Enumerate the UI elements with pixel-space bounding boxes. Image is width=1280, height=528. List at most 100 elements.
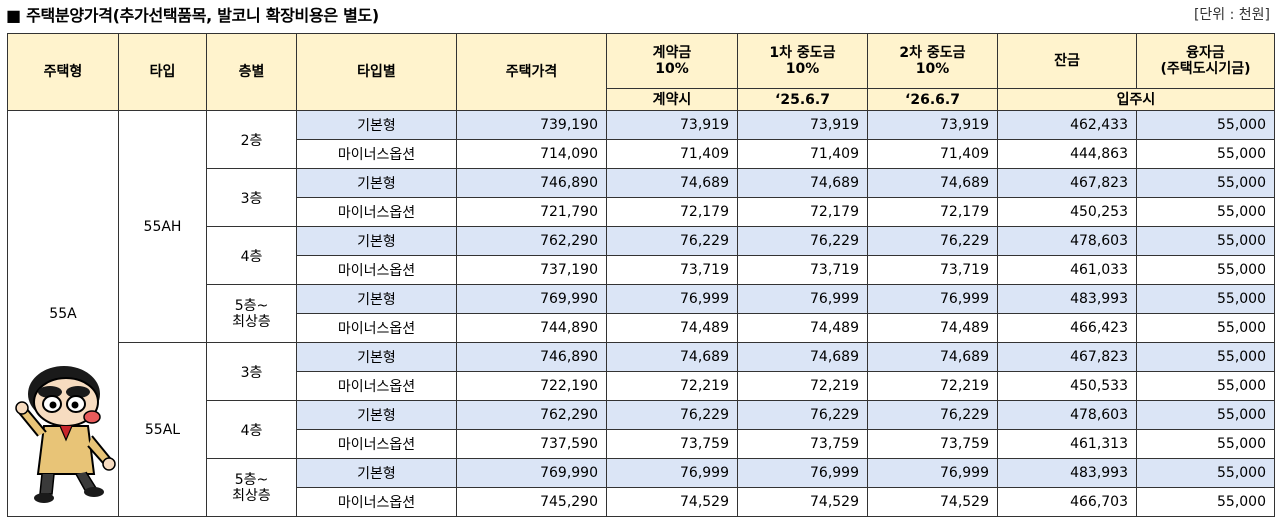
mid2-cell: 72,179: [867, 197, 998, 227]
balance-cell: 461,313: [997, 429, 1137, 459]
mid1-cell: 74,489: [737, 313, 868, 343]
contract-cell: 72,219: [606, 371, 738, 401]
mid1-cell: 74,689: [737, 342, 868, 372]
price-cell: 744,890: [456, 313, 607, 343]
mid1-cell: 76,999: [737, 284, 868, 314]
mid1-cell: 73,919: [737, 110, 868, 140]
table-row: 4층 기본형 762,290 76,229 76,229 76,229 478,603 55,…: [8, 226, 1275, 285]
floor-label-b: 최상층: [232, 487, 271, 504]
unit-label: [단위 : 천원]: [1193, 7, 1270, 23]
balance-cell: 444,863: [997, 139, 1137, 169]
mid2-cell: 72,219: [867, 371, 998, 401]
mid2-cell: 73,919: [867, 110, 998, 140]
mid1-cell: 76,999: [737, 458, 868, 488]
floor-cell: 4층: [206, 400, 297, 459]
mid1-cell: 71,409: [737, 139, 868, 169]
contract-cell: 76,999: [606, 458, 738, 488]
page-title: ■ 주택분양가격(추가선택품목, 발코니 확장비용은 별도): [6, 6, 379, 25]
type-option-cell: 기본형: [296, 458, 457, 488]
loan-cell: 55,000: [1136, 197, 1275, 227]
type-option-cell: 기본형: [296, 168, 457, 198]
table-row: 마이너스옵션 744,890 74,489 74,489 74,489 466,423 55…: [8, 313, 1275, 343]
contract-cell: 74,529: [606, 487, 738, 517]
type-option-cell: 마이너스옵션: [296, 313, 457, 343]
header-mid1: 1차 중도금 10%: [737, 33, 868, 89]
contract-cell: 76,229: [606, 226, 738, 256]
mid2-cell: 74,489: [867, 313, 998, 343]
header-floor: 층별: [206, 33, 297, 111]
mid1-cell: 76,229: [737, 400, 868, 430]
floor-cell: 4층: [206, 226, 297, 285]
loan-cell: 55,000: [1136, 139, 1275, 169]
table-row: 55AL 3층 기본형 746,890 74,689 74,689 74,689 467,82…: [8, 342, 1275, 517]
loan-cell: 55,000: [1136, 284, 1275, 314]
mid1-cell: 72,179: [737, 197, 868, 227]
mid1-cell: 76,229: [737, 226, 868, 256]
header-when-contract: 계약시: [606, 88, 738, 111]
contract-cell: 76,229: [606, 400, 738, 430]
price-cell: 739,190: [456, 110, 607, 140]
contract-cell: 73,759: [606, 429, 738, 459]
contract-cell: 73,719: [606, 255, 738, 285]
price-cell: 762,290: [456, 400, 607, 430]
contract-cell: 72,179: [606, 197, 738, 227]
balance-cell: 483,993: [997, 458, 1137, 488]
type-option-cell: 마이너스옵션: [296, 487, 457, 517]
loan-cell: 55,000: [1136, 110, 1275, 140]
balance-cell: 466,423: [997, 313, 1137, 343]
house-type-cell: 55A: [7, 110, 119, 517]
header-when-mid2: ‘26.6.7: [867, 88, 998, 111]
table-row: 5층~ 최상층 기본형 769,990 76,999 76,999 76,999 483,99…: [8, 284, 1275, 343]
table-row: 마이너스옵션 722,190 72,219 72,219 72,219 450,533 55…: [8, 371, 1275, 401]
floor-label-b: 최상층: [232, 313, 271, 330]
house-type-label: 55A: [49, 305, 77, 322]
header-loan-sub: (주택도시기금): [1160, 61, 1251, 77]
mid1-cell: 73,719: [737, 255, 868, 285]
table-row: 마이너스옵션 714,090 71,409 71,409 71,409 444,863 55…: [8, 139, 1275, 169]
floor-label-a: 5층~: [234, 471, 269, 488]
loan-cell: 55,000: [1136, 313, 1275, 343]
table-row: 마이너스옵션 721,790 72,179 72,179 72,179 450,253 55…: [8, 197, 1275, 227]
price-cell: 737,190: [456, 255, 607, 285]
mid2-cell: 74,689: [867, 342, 998, 372]
type-option-cell: 마이너스옵션: [296, 139, 457, 169]
table-row: 55A: [7, 110, 1275, 517]
contract-cell: 76,999: [606, 284, 738, 314]
table-row: 마이너스옵션 737,590 73,759 73,759 73,759 461,313 55…: [8, 429, 1275, 459]
mid2-cell: 74,529: [867, 487, 998, 517]
loan-cell: 55,000: [1136, 226, 1275, 256]
header-contract-label: 계약금: [652, 45, 692, 61]
type-option-cell: 기본형: [296, 342, 457, 372]
contract-cell: 74,689: [606, 342, 738, 372]
balance-cell: 462,433: [997, 110, 1137, 140]
loan-cell: 55,000: [1136, 168, 1275, 198]
loan-cell: 55,000: [1136, 487, 1275, 517]
header-type: 타입: [118, 33, 207, 111]
table-row: 마이너스옵션 737,190 73,719 73,719 73,719 461,033 55…: [8, 255, 1275, 285]
loan-cell: 55,000: [1136, 458, 1275, 488]
balance-cell: 467,823: [997, 342, 1137, 372]
type-cell: 55AH: [118, 110, 207, 343]
mid2-cell: 76,229: [867, 400, 998, 430]
header-mid1-label: 1차 중도금: [769, 45, 836, 61]
header-price: 주택가격: [456, 33, 607, 111]
table-row: 마이너스옵션 745,290 74,529 74,529 74,529 466,703 55…: [8, 487, 1275, 517]
floor-cell: 3층: [206, 342, 297, 401]
price-cell: 722,190: [456, 371, 607, 401]
contract-cell: 73,919: [606, 110, 738, 140]
type-option-cell: 마이너스옵션: [296, 429, 457, 459]
header-contract: 계약금 10%: [606, 33, 738, 89]
mid2-cell: 71,409: [867, 139, 998, 169]
floor-cell: 3층: [206, 168, 297, 227]
balance-cell: 478,603: [997, 400, 1137, 430]
type-option-cell: 마이너스옵션: [296, 371, 457, 401]
mid2-cell: 76,999: [867, 458, 998, 488]
price-cell: 721,790: [456, 197, 607, 227]
type-option-cell: 마이너스옵션: [296, 255, 457, 285]
header-loan: 융자금 (주택도시기금): [1136, 33, 1275, 89]
price-cell: 762,290: [456, 226, 607, 256]
mid1-cell: 73,759: [737, 429, 868, 459]
header-when-movein: 입주시: [997, 88, 1275, 111]
table-row: 4층 기본형 762,290 76,229 76,229 76,229 478,603 55,…: [8, 400, 1275, 459]
header-mid1-pct: 10%: [785, 61, 820, 77]
